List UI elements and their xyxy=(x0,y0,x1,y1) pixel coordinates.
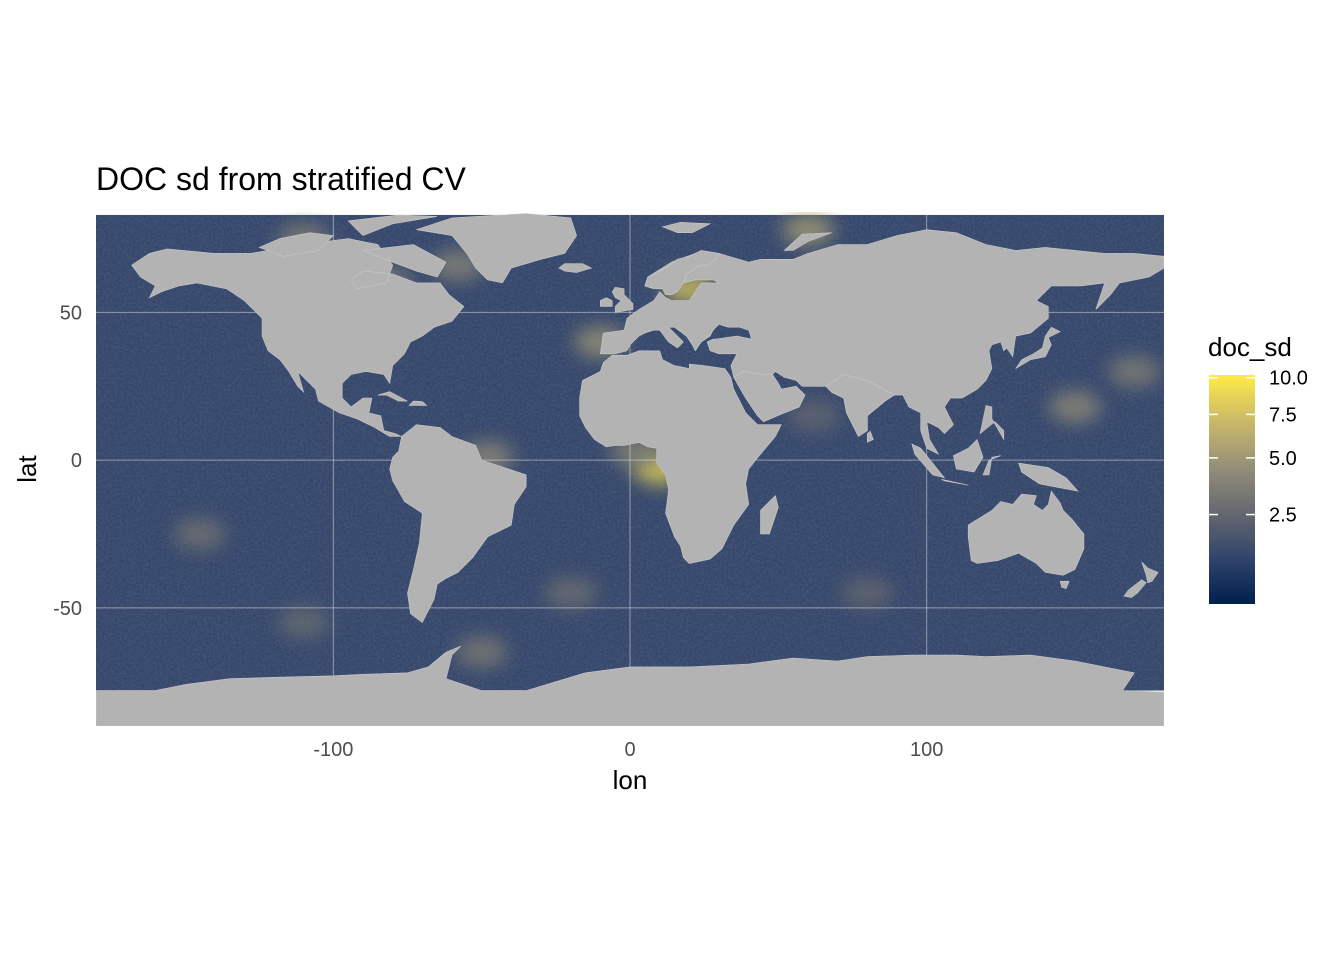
land-canadian-arctic-west xyxy=(258,232,334,257)
land-sulawesi xyxy=(982,455,1001,476)
legend-tick-label: 7.5 xyxy=(1269,404,1297,426)
chart-title: DOC sd from stratified CV xyxy=(96,161,467,197)
legend: doc_sd 2.5 5.0 7.5 10.0 xyxy=(1208,332,1308,604)
hotspot-arctic-margin-kara-barents- xyxy=(782,213,834,246)
land-iceland xyxy=(558,263,593,273)
land-antarctica xyxy=(96,645,1164,726)
land-india xyxy=(825,374,895,437)
x-tick-label: 0 xyxy=(624,739,635,761)
land-java xyxy=(941,479,969,486)
hotspot-northwestern-pacific xyxy=(1108,355,1161,388)
land-arabian-peninsula xyxy=(733,371,806,423)
y-tick-label: 0 xyxy=(71,450,82,472)
land-novaya-zemlya xyxy=(783,232,832,251)
land-cuba xyxy=(377,391,408,402)
land-great-britain xyxy=(611,286,634,313)
land-australia xyxy=(967,490,1085,576)
x-axis-title: lon xyxy=(613,765,648,795)
hotspot-weddell-sea-margin xyxy=(455,636,508,669)
land-eurasia xyxy=(599,229,1164,455)
hotspot-western-tropical-pacific xyxy=(1049,390,1101,423)
land-svalbard xyxy=(661,221,712,233)
land-madagascar xyxy=(760,495,779,535)
land-sumatra xyxy=(911,443,946,479)
y-axis-ticks: -50 0 50 xyxy=(53,302,82,619)
legend-ticks: 2.5 5.0 7.5 10.0 xyxy=(1209,368,1308,527)
hotspot-southeast-pacific xyxy=(173,517,226,550)
x-tick-label: -100 xyxy=(313,739,353,761)
land-nz-south xyxy=(1123,579,1147,598)
y-axis-title: lat xyxy=(12,454,42,482)
legend-tick-label: 10.0 xyxy=(1269,368,1308,390)
land-africa xyxy=(579,350,782,564)
legend-tick-label: 5.0 xyxy=(1269,448,1297,470)
land-baffin-island xyxy=(362,244,447,278)
land-ellesmere xyxy=(347,214,438,236)
land-scandinavia xyxy=(644,250,720,296)
legend-title: doc_sd xyxy=(1208,332,1292,362)
land-nz-north xyxy=(1141,561,1159,584)
land-sri-lanka xyxy=(866,430,874,443)
hotspot-arabian-sea xyxy=(787,399,840,432)
land-greenland xyxy=(416,213,577,284)
land-japan xyxy=(1015,326,1061,369)
land-borneo xyxy=(953,438,984,473)
x-tick-label: 100 xyxy=(910,739,943,761)
land-hispaniola xyxy=(408,400,428,406)
y-tick-label: -50 xyxy=(53,598,82,620)
map-panel xyxy=(96,212,1164,726)
land-south-america xyxy=(389,424,527,624)
land-philippines xyxy=(979,405,1005,441)
land-ireland xyxy=(599,297,613,307)
land-tasmania xyxy=(1059,580,1070,589)
hotspot-southern-ocean-indian-sector- xyxy=(841,577,894,610)
y-tick-label: 50 xyxy=(60,302,82,324)
land-new-guinea xyxy=(1018,462,1079,492)
hotspot-southern-ocean-atlantic-sector- xyxy=(544,577,597,610)
land-north-america xyxy=(131,238,465,437)
legend-colorbar xyxy=(1209,375,1255,604)
hotspot-southern-ocean-pacific-sector- xyxy=(277,606,330,639)
x-axis-ticks: -100 0 100 xyxy=(313,739,943,761)
land xyxy=(96,213,1164,726)
legend-tick-label: 2.5 xyxy=(1269,505,1297,527)
